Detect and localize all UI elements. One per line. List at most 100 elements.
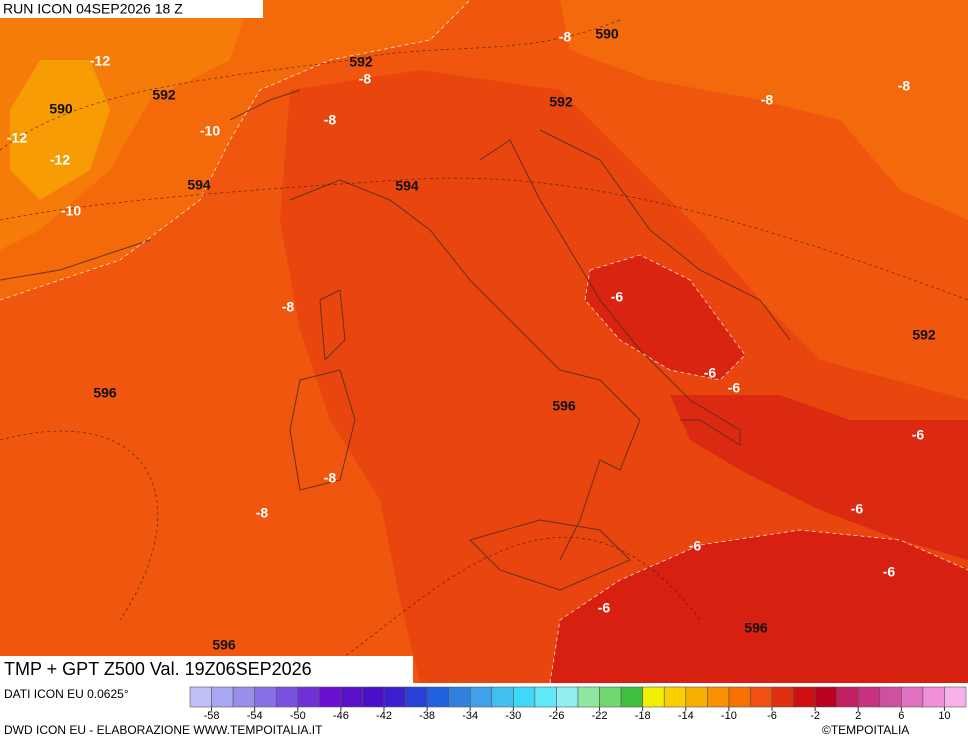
colorbar-swatch <box>620 686 643 708</box>
colorbar-swatch <box>599 686 622 708</box>
temperature-label: -8 <box>324 112 337 128</box>
temperature-label: -6 <box>912 427 925 443</box>
geopotential-label: 596 <box>552 398 576 414</box>
temperature-label: -6 <box>728 380 741 396</box>
colorbar-swatch <box>944 686 967 708</box>
colorbar-swatch <box>534 686 557 708</box>
colorbar-label: -30 <box>505 710 521 722</box>
colorbar-swatch <box>448 686 471 708</box>
colorbar-label: -6 <box>767 710 777 722</box>
colorbar: -58 -54 -50 -46 -42 -38 -34 -30 -26 -22 -18 -14 -10-… <box>189 686 967 722</box>
isohypses <box>0 19 968 684</box>
colorbar-swatch <box>340 686 363 708</box>
temperature-label: -12 <box>7 130 27 146</box>
colorbar-swatch <box>491 686 514 708</box>
colorbar-swatch <box>189 686 212 708</box>
geopotential-label: 590 <box>49 101 73 117</box>
geopotential-label: 592 <box>549 94 573 110</box>
colorbar-swatch <box>922 686 945 708</box>
colorbar-swatch <box>383 686 406 708</box>
temperature-label: -6 <box>598 600 611 616</box>
run-label: RUN ICON 04SEP2026 18 Z <box>3 1 183 17</box>
temperature-label: -6 <box>851 501 864 517</box>
colorbar-swatch <box>405 686 428 708</box>
temperature-label: -8 <box>324 470 337 486</box>
temperature-label: -8 <box>761 92 774 108</box>
temperature-label: -8 <box>359 71 372 87</box>
geopotential-label: 590 <box>595 26 619 42</box>
colorbar-label: -46 <box>333 710 349 722</box>
temperature-label: -6 <box>883 564 896 580</box>
colorbar-swatch <box>297 686 320 708</box>
colorbar-swatch <box>254 686 277 708</box>
colorbar-swatch <box>836 686 859 708</box>
region-northeast <box>560 0 968 220</box>
colorbar-swatch <box>901 686 924 708</box>
geopotential-label: 592 <box>912 327 936 343</box>
colorbar-label: -58 <box>204 710 220 722</box>
contour-labels: -8 -12 -8 -10 -12 -12 -8 -8 -8 -10 -8 -6 -6 -6 -6 -8 -8 -… <box>7 26 936 653</box>
colorbar-swatch <box>814 686 837 708</box>
temperature-label: -12 <box>90 53 110 69</box>
region-south <box>550 530 968 683</box>
colorbar-label: -10 <box>721 710 737 722</box>
colorbar-swatch <box>771 686 794 708</box>
geopotential-label: 596 <box>93 385 117 401</box>
colorbar-label: -2 <box>810 710 820 722</box>
colorbar-swatch <box>663 686 687 708</box>
colorbar-label: -34 <box>462 710 478 722</box>
field-box <box>0 656 413 683</box>
colorbar-swatch <box>750 686 773 708</box>
geopotential-label: 594 <box>395 178 419 194</box>
geopotential-label: 592 <box>349 54 373 70</box>
run-box <box>0 0 263 18</box>
colorbar-label: -42 <box>376 710 392 722</box>
colorbar-swatch <box>513 686 536 708</box>
colorbar-swatch <box>469 686 493 708</box>
colorbar-swatch <box>707 686 730 708</box>
colorbar-label: -50 <box>290 710 306 722</box>
region-greece <box>670 395 968 560</box>
temperature-label: -8 <box>898 78 911 94</box>
colorbar-swatch <box>642 686 665 708</box>
colorbar-swatch <box>685 686 708 708</box>
colorbar-swatch <box>577 686 600 708</box>
colorbar-swatch <box>319 686 342 708</box>
temperature-label: -6 <box>689 538 702 554</box>
colorbar-label: -26 <box>548 710 564 722</box>
copyright-label: ©TEMPOITALIA <box>822 723 909 737</box>
colorbar-label: 2 <box>855 710 861 722</box>
geopotential-label: 596 <box>212 637 236 653</box>
temperature-label: -6 <box>704 365 717 381</box>
map: -8 -12 -8 -10 -12 -12 -8 -8 -8 -10 -8 -6 -6 -6 -6 -8 -8 -… <box>0 0 968 684</box>
temperature-label: -6 <box>611 289 624 305</box>
colorbar-swatch <box>362 686 385 708</box>
colorbar-swatch <box>793 686 816 708</box>
source-label: DATI ICON EU 0.0625° <box>4 687 129 701</box>
field-label: TMP + GPT Z500 Val. 19Z06SEP2026 <box>4 659 312 679</box>
temperature-label: -12 <box>50 152 70 168</box>
coastlines <box>0 89 791 591</box>
colorbar-swatch <box>232 686 255 708</box>
colorbar-label: -14 <box>678 710 694 722</box>
colorbar-swatch <box>211 686 234 708</box>
colorbar-label: -38 <box>419 710 435 722</box>
geopotential-label: 592 <box>152 87 176 103</box>
colorbar-swatch <box>426 686 449 708</box>
temperature-label: -8 <box>256 505 269 521</box>
colorbar-swatch <box>275 686 299 708</box>
isotherms <box>0 0 968 684</box>
temperature-label: -8 <box>282 299 295 315</box>
credit-label: DWD ICON EU - ELABORAZIONE WWW.TEMPOITAL… <box>4 723 323 737</box>
colorbar-label: -54 <box>247 710 263 722</box>
colorbar-label: -18 <box>635 710 651 722</box>
colorbar-swatch <box>728 686 751 708</box>
colorbar-label: -22 <box>592 710 608 722</box>
colorbar-label: 6 <box>898 710 904 722</box>
temperature-label: -8 <box>559 29 572 45</box>
region-cool <box>10 60 110 200</box>
geopotential-label: 594 <box>187 177 211 193</box>
colorbar-swatch <box>879 686 902 708</box>
colorbar-swatch <box>556 686 579 708</box>
